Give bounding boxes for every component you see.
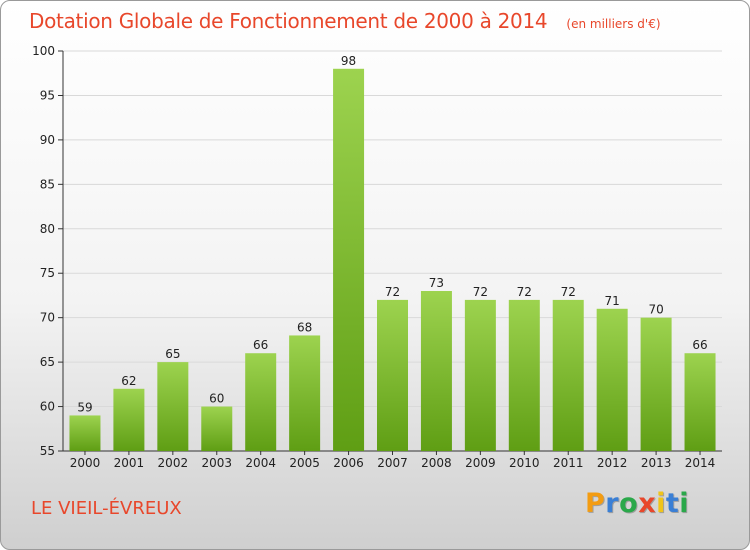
bar-2014 <box>684 353 716 451</box>
bar-2008 <box>420 291 452 451</box>
logo-letter: P <box>585 488 606 519</box>
y-tick-label: 55 <box>40 444 55 458</box>
commune-name: LE VIEIL-ÉVREUX <box>31 498 182 519</box>
bar-2000 <box>69 415 101 451</box>
bar-2005 <box>289 335 321 451</box>
x-tick-label-2013: 2013 <box>641 456 672 470</box>
x-tick-label-2004: 2004 <box>245 456 276 470</box>
x-tick-label-2005: 2005 <box>289 456 320 470</box>
bar-2009 <box>464 299 496 451</box>
y-tick-label: 80 <box>40 222 55 236</box>
y-tick-label: 100 <box>32 44 55 58</box>
x-tick-label-2014: 2014 <box>685 456 716 470</box>
bar-2011 <box>552 299 584 451</box>
value-label-2002: 65 <box>165 347 180 361</box>
value-label-2009: 72 <box>473 285 488 299</box>
value-label-2005: 68 <box>297 320 312 334</box>
data-labels: 59 62 65 60 66 68 98 72 73 72 72 72 71 70 66 <box>77 54 707 415</box>
value-label-2001: 62 <box>121 374 136 388</box>
x-tick-label-2008: 2008 <box>421 456 452 470</box>
value-label-2006: 98 <box>341 54 356 68</box>
bar-2012 <box>596 308 628 451</box>
logo-letter: r <box>605 488 620 519</box>
logo-letter: t <box>665 488 680 519</box>
value-label-2000: 59 <box>77 400 92 414</box>
logo-letter: i <box>656 488 666 519</box>
x-tick-label-2012: 2012 <box>597 456 628 470</box>
x-tick-label-2006: 2006 <box>333 456 364 470</box>
x-tick-label-2010: 2010 <box>509 456 540 470</box>
y-tick-label: 75 <box>40 266 55 280</box>
bars <box>69 68 716 452</box>
y-tick-label: 95 <box>40 88 55 102</box>
y-tick-label: 90 <box>40 133 55 147</box>
value-label-2010: 72 <box>517 285 532 299</box>
bar-2004 <box>245 353 277 451</box>
x-tick-label-2000: 2000 <box>70 456 101 470</box>
value-label-2014: 66 <box>692 338 707 352</box>
bar-2006 <box>333 68 365 452</box>
x-tick-label-2011: 2011 <box>553 456 584 470</box>
y-tick-label: 60 <box>40 400 55 414</box>
y-tick-label: 85 <box>40 177 55 191</box>
x-tick-label-2001: 2001 <box>114 456 145 470</box>
axes: 55 60 65 70 75 80 85 90 95 100 2000 2001 2002 2003 200… <box>32 44 722 470</box>
logo-letter: o <box>619 488 639 519</box>
y-tick-label: 65 <box>40 355 55 369</box>
value-label-2012: 71 <box>605 294 620 308</box>
x-tick-label-2002: 2002 <box>158 456 189 470</box>
y-tick-label: 70 <box>40 311 55 325</box>
bar-2002 <box>157 362 189 451</box>
x-tick-label-2007: 2007 <box>377 456 408 470</box>
logo-letter: i <box>679 488 690 519</box>
bar-2013 <box>640 317 672 451</box>
x-tick-label-2003: 2003 <box>201 456 232 470</box>
logo-letter: x <box>638 488 657 519</box>
bar-2010 <box>508 299 540 451</box>
value-label-2008: 73 <box>429 276 444 290</box>
unit-label: (en milliers d'€) <box>566 17 661 31</box>
bar-2001 <box>113 388 145 451</box>
title-row: Dotation Globale de Fonctionnement de 20… <box>29 9 661 33</box>
proxiti-logo: Proxiti <box>585 488 689 519</box>
value-label-2013: 70 <box>648 303 663 317</box>
bar-2003 <box>201 406 233 451</box>
value-label-2007: 72 <box>385 285 400 299</box>
value-label-2011: 72 <box>561 285 576 299</box>
value-label-2003: 60 <box>209 392 224 406</box>
x-tick-label-2009: 2009 <box>465 456 496 470</box>
bar-2007 <box>377 299 408 451</box>
chart-title: Dotation Globale de Fonctionnement de 20… <box>29 9 548 33</box>
value-label-2004: 66 <box>253 338 268 352</box>
